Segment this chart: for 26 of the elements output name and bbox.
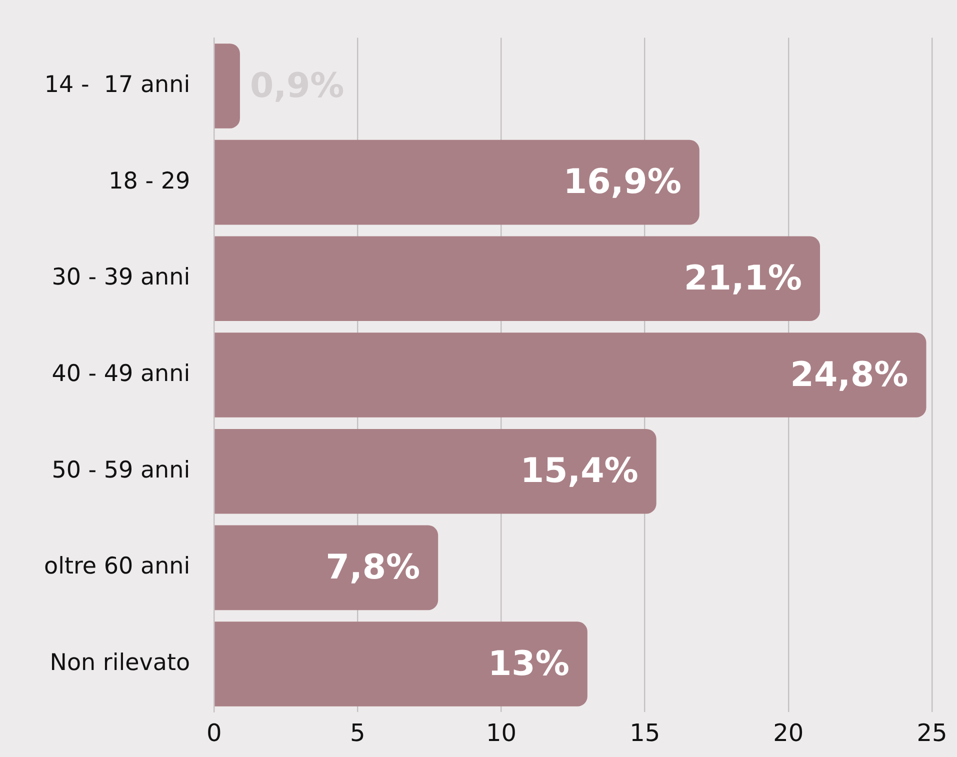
x-tick-label: 15 (630, 718, 660, 747)
x-tick-label: 0 (206, 718, 222, 747)
bar (214, 428, 656, 514)
y-tick-label: 50 - 59 anni (52, 457, 190, 484)
bar (214, 332, 926, 418)
data-label: 16,9% (563, 162, 682, 202)
y-tick-label: 30 - 39 anni (52, 264, 190, 291)
bar (214, 525, 438, 610)
bar (214, 44, 240, 128)
bar (214, 236, 820, 322)
bar (214, 140, 700, 225)
y-tick-label: Non rilevato (50, 650, 190, 676)
data-label: 13% (488, 644, 570, 684)
y-tick-label: oltre 60 anni (44, 554, 190, 580)
y-tick-label: 18 - 29 (108, 168, 190, 194)
data-label: 24,8% (790, 354, 908, 395)
bar (214, 622, 588, 706)
data-label: 15,4% (520, 451, 638, 492)
y-tick-label: 40 - 49 anni (52, 360, 190, 387)
data-label: 7,8% (326, 548, 420, 588)
x-tick-label: 25 (916, 718, 948, 747)
y-tick-label: 14 - 17 anni (44, 72, 190, 98)
x-tick-label: 5 (350, 718, 366, 747)
x-tick-label: 20 (773, 718, 804, 747)
data-label: 21,1% (684, 258, 802, 298)
x-tick-label: 10 (486, 718, 517, 747)
